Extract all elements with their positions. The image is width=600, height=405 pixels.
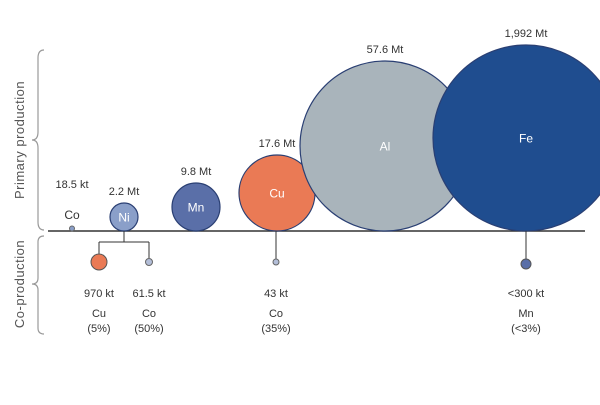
- ni-cu-element-label: Cu: [92, 308, 106, 320]
- ni-cu-value-label: 970 kt: [84, 288, 114, 300]
- ni-co-share-label: (50%): [134, 323, 163, 335]
- coproduction-layer: 970 kt Cu (5%) 61.5 kt Co (50%) 43 kt Co (35%) <3…: [84, 231, 544, 335]
- cu-value-label: 17.6 Mt: [259, 138, 296, 150]
- primary-production-label: Primary production: [12, 81, 27, 199]
- ni-cu-share-label: (5%): [87, 323, 110, 335]
- primary-layer: Co 18.5 kt Ni 2.2 Mt Mn 9.8 Mt Cu 17.6 Mt Al 57.6…: [55, 28, 600, 232]
- fe-mn-element-label: Mn: [518, 308, 533, 320]
- fe-mn-share-label: (<3%): [511, 323, 541, 335]
- primary-brace: [31, 49, 45, 231]
- fe-value-label: 1,992 Mt: [505, 28, 548, 40]
- cu-element-label: Cu: [269, 187, 284, 201]
- coproduction-label: Co-production: [12, 240, 27, 328]
- ni-element-label: Ni: [118, 211, 129, 225]
- mn-element-label: Mn: [188, 201, 205, 215]
- cu-co-value-label: 43 kt: [264, 288, 288, 300]
- co-bubble: [69, 225, 75, 232]
- fe-mn-coproduct-bubble: [520, 258, 532, 270]
- fe-element-label: Fe: [519, 132, 533, 146]
- ni-cu-coproduct-bubble: [90, 253, 108, 271]
- co-element-label: Co: [64, 208, 80, 222]
- al-value-label: 57.6 Mt: [367, 44, 404, 56]
- coproduction-brace: [31, 235, 45, 335]
- ni-co-value-label: 61.5 kt: [132, 288, 165, 300]
- cu-co-share-label: (35%): [261, 323, 290, 335]
- fe-mn-value-label: <300 kt: [508, 288, 544, 300]
- al-element-label: Al: [380, 140, 391, 154]
- ni-co-coproduct-bubble: [145, 258, 153, 266]
- co-value-label: 18.5 kt: [55, 179, 88, 191]
- fe-bubble: [432, 44, 600, 232]
- mn-value-label: 9.8 Mt: [181, 166, 212, 178]
- cu-co-coproduct-bubble: [272, 258, 280, 266]
- ni-value-label: 2.2 Mt: [109, 186, 140, 198]
- cu-co-element-label: Co: [269, 308, 283, 320]
- mn-bubble: [171, 182, 221, 232]
- ni-co-element-label: Co: [142, 308, 156, 320]
